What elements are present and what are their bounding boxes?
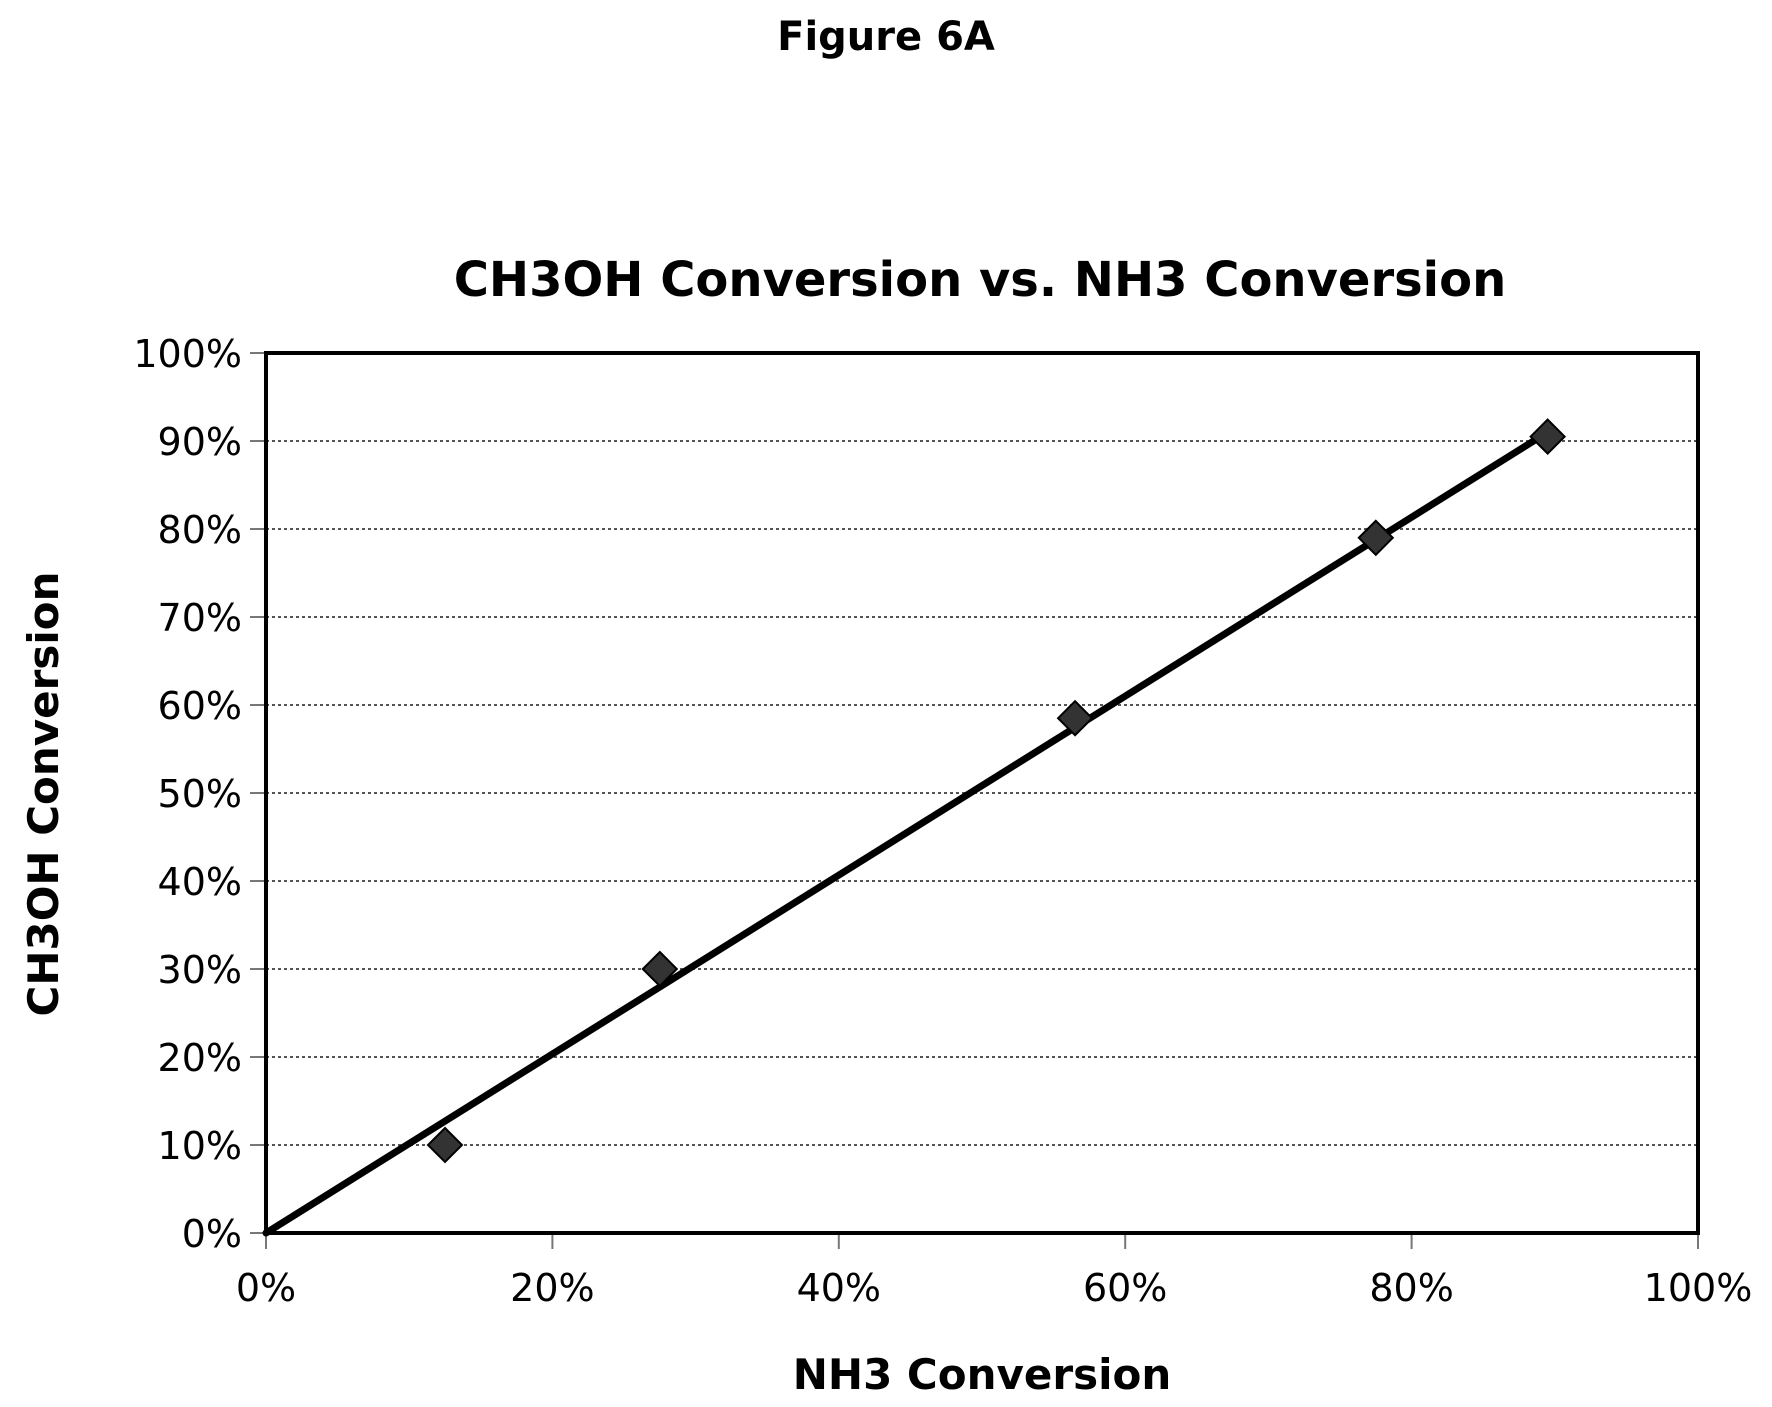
x-tick-label: 20%: [510, 1266, 594, 1310]
data-point: [1529, 418, 1567, 456]
y-tick-label: 90%: [158, 420, 242, 464]
data-point: [426, 1126, 464, 1164]
x-tick-label: 60%: [1083, 1266, 1167, 1310]
y-tick-label: 30%: [158, 948, 242, 992]
y-axis-ticks: 0% 10% 20% 30% 40% 50% 60% 70% 80% 90% 100%: [133, 332, 266, 1256]
trendline: [262, 428, 1552, 1237]
x-tick-label: 100%: [1644, 1266, 1753, 1310]
x-axis-title: NH3 Conversion: [793, 1350, 1171, 1399]
data-point: [1357, 519, 1395, 557]
y-tick-label: 80%: [158, 508, 242, 552]
y-axis-title: CH3OH Conversion: [19, 572, 68, 1017]
grid-lines: [266, 440, 1698, 1146]
x-tick-label: 0%: [236, 1266, 296, 1310]
x-tick-label: 40%: [797, 1266, 881, 1310]
chart-title: CH3OH Conversion vs. NH3 Conversion: [454, 252, 1507, 308]
trendline-layer: [262, 428, 1552, 1237]
y-tick-label: 60%: [158, 684, 242, 728]
plot-area-frame: [264, 351, 1700, 1235]
y-tick-label: 70%: [158, 596, 242, 640]
data-points: [426, 418, 1567, 1164]
y-tick-label: 40%: [158, 860, 242, 904]
y-tick-label: 50%: [158, 772, 242, 816]
y-tick-label: 100%: [133, 332, 242, 376]
y-tick-label: 20%: [158, 1036, 242, 1080]
x-tick-label: 80%: [1369, 1266, 1453, 1310]
y-tick-label: 0%: [182, 1212, 242, 1256]
y-tick-label: 10%: [158, 1124, 242, 1168]
data-point: [1056, 699, 1094, 737]
data-point: [641, 950, 679, 988]
x-axis-ticks: 0% 20% 40% 60% 80% 100%: [236, 1233, 1752, 1310]
figure-label: Figure 6A: [777, 14, 995, 60]
